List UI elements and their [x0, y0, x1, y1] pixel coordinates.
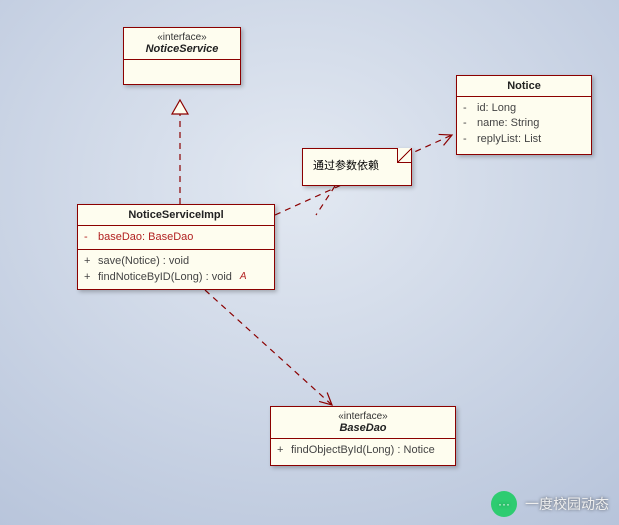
member-row: -baseDao: BaseDao [84, 230, 268, 245]
member-row: +findNoticeByID(Long) : voidA [84, 270, 268, 285]
operations-section: +save(Notice) : void+findNoticeByID(Long… [78, 250, 274, 289]
member-row: -replyList: List [463, 132, 585, 147]
diagram-canvas: «interface» NoticeService Notice -id: Lo… [0, 0, 619, 525]
attributes-section: -baseDao: BaseDao [78, 226, 274, 250]
class-name: Notice [465, 80, 583, 92]
member-row: +save(Notice) : void [84, 254, 268, 269]
attributes-section: -id: Long-name: String-replyList: List [457, 97, 591, 151]
member-row: -name: String [463, 116, 585, 131]
member-row: +findObjectById(Long) : Notice [277, 443, 449, 458]
class-name: NoticeService [132, 43, 232, 55]
wechat-icon: ··· [491, 491, 517, 517]
class-notice-service-impl: NoticeServiceImpl -baseDao: BaseDao +sav… [77, 204, 275, 290]
empty-section [124, 60, 240, 74]
operations-section: +findObjectById(Long) : Notice [271, 439, 455, 462]
watermark-text: 一度校园动态 [525, 494, 609, 514]
stereotype-label: «interface» [279, 411, 447, 422]
class-notice-service: «interface» NoticeService [123, 27, 241, 85]
uml-note: 通过参数依赖 [302, 148, 412, 186]
note-text: 通过参数依赖 [313, 160, 379, 172]
watermark: ··· 一度校园动态 [491, 491, 609, 517]
class-name: NoticeServiceImpl [86, 209, 266, 221]
member-row: -id: Long [463, 101, 585, 116]
class-name: BaseDao [279, 422, 447, 434]
class-notice: Notice -id: Long-name: String-replyList:… [456, 75, 592, 155]
stereotype-label: «interface» [132, 32, 232, 43]
class-base-dao: «interface» BaseDao +findObjectById(Long… [270, 406, 456, 466]
